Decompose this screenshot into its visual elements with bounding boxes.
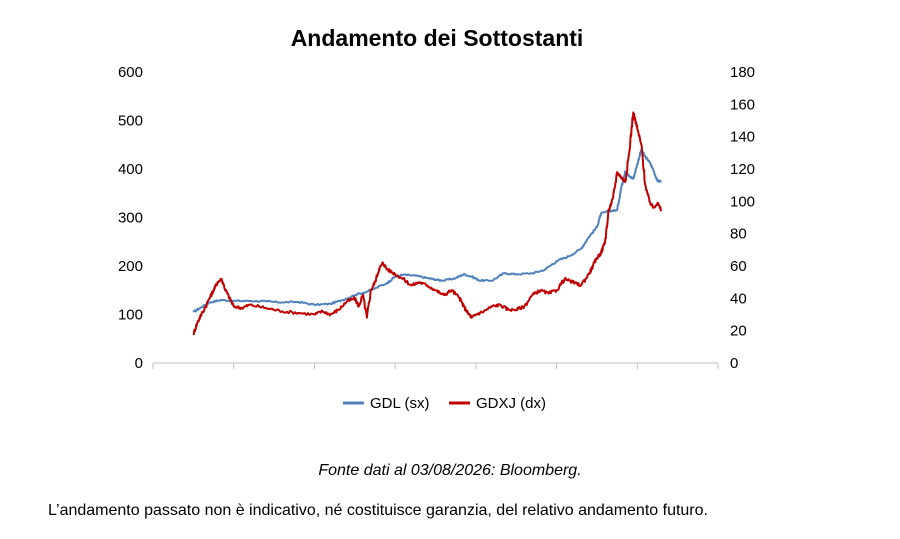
legend-label: GDXJ (dx): [476, 395, 546, 412]
right-tick-label: 140: [730, 129, 755, 146]
left-axis-ticks: 0 100 200 300 400 500 600: [118, 64, 143, 372]
left-tick-label: 300: [118, 210, 143, 227]
left-tick-label: 400: [118, 161, 143, 178]
legend-label: GDL (sx): [370, 395, 429, 412]
right-tick-label: 180: [730, 64, 755, 81]
right-tick-label: 160: [730, 96, 755, 113]
right-tick-label: 0: [730, 355, 738, 372]
right-tick-label: 80: [730, 226, 747, 243]
x-axis: [152, 362, 719, 369]
legend: GDL (sx) GDXJ (dx): [343, 395, 546, 412]
left-tick-label: 100: [118, 307, 143, 324]
right-tick-label: 120: [730, 161, 755, 178]
series-line-gdl: [192, 148, 663, 313]
right-tick-label: 100: [730, 193, 755, 210]
series-layer: [192, 111, 663, 336]
disclaimer-note: L’andamento passato non è indicativo, né…: [48, 502, 708, 519]
right-axis-ticks: 0 20 40 60 80 100 120 140 160 180: [730, 64, 755, 372]
left-tick-label: 600: [118, 64, 143, 81]
series-line-gdxj: [192, 111, 663, 336]
left-tick-label: 0: [135, 355, 143, 372]
right-tick-label: 20: [730, 323, 747, 340]
right-tick-label: 60: [730, 258, 747, 275]
left-tick-label: 500: [118, 113, 143, 130]
chart-title: Andamento dei Sottostanti: [291, 25, 584, 51]
right-tick-label: 40: [730, 290, 747, 307]
source-note: Fonte dati al 03/08/2026: Bloomberg.: [318, 462, 582, 479]
chart: Andamento dei Sottostanti 01002003004005…: [118, 25, 755, 412]
left-tick-label: 200: [118, 258, 143, 275]
